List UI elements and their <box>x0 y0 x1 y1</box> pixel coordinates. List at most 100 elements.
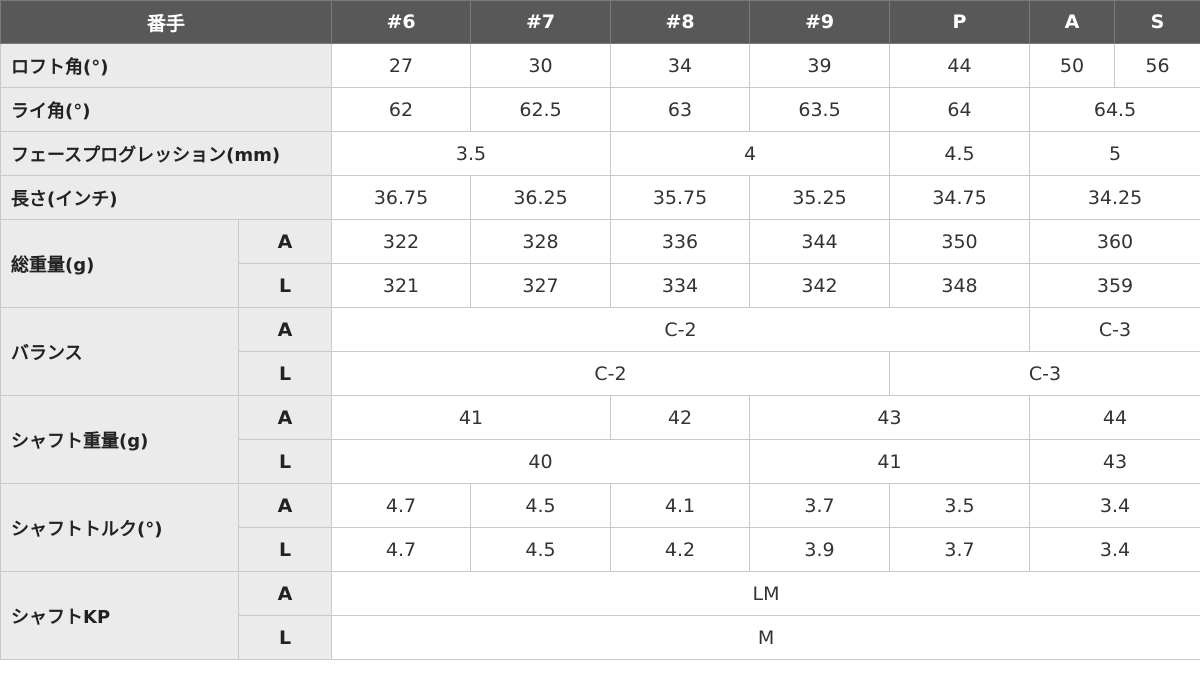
value-cell: 36.25 <box>470 175 612 220</box>
value-cell: 4.2 <box>610 527 751 572</box>
value-cell: 43 <box>1029 439 1200 484</box>
row-label: シャフトトルク(°) <box>0 483 239 572</box>
value-cell: 34 <box>610 43 751 88</box>
header-cell: A <box>1029 0 1116 44</box>
value-cell: 3.5 <box>889 483 1031 528</box>
value-cell: 4.5 <box>889 131 1031 176</box>
value-cell: M <box>331 615 1200 660</box>
value-cell: 328 <box>470 219 612 264</box>
value-cell: 42 <box>610 395 751 440</box>
spec-table: 番手 #6 #7 #8 #9 P A S ロフト角(°) 27 30 34 39 44 50 56 ライ角(°… <box>0 0 1200 660</box>
sub-label: L <box>237 615 333 660</box>
header-cell: #9 <box>749 0 891 44</box>
value-cell: 64.5 <box>1029 87 1200 132</box>
value-cell: C-2 <box>331 307 1031 352</box>
header-cell: #8 <box>610 0 751 44</box>
sub-label: A <box>237 307 333 352</box>
row-label: シャフトKP <box>0 571 239 660</box>
table-row: 長さ(インチ) 36.75 36.25 35.75 35.25 34.75 34.25 <box>0 175 1200 220</box>
row-label: バランス <box>0 307 239 396</box>
sub-label: A <box>237 219 333 264</box>
value-cell: 3.4 <box>1029 483 1200 528</box>
value-cell: 63.5 <box>749 87 891 132</box>
table-row: L C-2 C-3 <box>1 351 1200 396</box>
row-label: ロフト角(°) <box>0 43 333 88</box>
value-cell: 44 <box>1029 395 1200 440</box>
row-label: 長さ(インチ) <box>0 175 333 220</box>
value-cell: 334 <box>610 263 751 308</box>
value-cell: 359 <box>1029 263 1200 308</box>
value-cell: 344 <box>749 219 891 264</box>
value-cell: 64 <box>889 87 1031 132</box>
table-row: ロフト角(°) 27 30 34 39 44 50 56 <box>0 43 1200 88</box>
table-row: ライ角(°) 62 62.5 63 63.5 64 64.5 <box>0 87 1200 132</box>
value-cell: C-3 <box>1029 307 1200 352</box>
value-cell: 360 <box>1029 219 1200 264</box>
value-cell: 41 <box>331 395 612 440</box>
table-row: 総重量(g) A 322 328 336 344 350 360 <box>0 219 1200 308</box>
value-cell: 43 <box>749 395 1031 440</box>
table-row: シャフト重量(g) A 41 42 43 44 <box>0 395 1200 484</box>
header-cell: P <box>889 0 1031 44</box>
value-cell: 4.7 <box>331 527 472 572</box>
table-row: バランス A C-2 C-3 <box>0 307 1200 396</box>
value-cell: 35.25 <box>749 175 891 220</box>
value-cell: 44 <box>889 43 1031 88</box>
value-cell: 41 <box>749 439 1031 484</box>
value-cell: 348 <box>889 263 1031 308</box>
value-cell: 3.9 <box>749 527 891 572</box>
row-label: 総重量(g) <box>0 219 239 308</box>
sub-label: A <box>237 395 333 440</box>
value-cell: 342 <box>749 263 891 308</box>
value-cell: 336 <box>610 219 751 264</box>
value-cell: 35.75 <box>610 175 751 220</box>
value-cell: C-3 <box>889 351 1200 396</box>
table-row: フェースプログレッション(mm) 3.5 4 4.5 5 <box>0 131 1200 176</box>
value-cell: 62.5 <box>470 87 612 132</box>
value-cell: C-2 <box>331 351 891 396</box>
value-cell: 30 <box>470 43 612 88</box>
value-cell: 4.7 <box>331 483 472 528</box>
value-cell: 3.7 <box>749 483 891 528</box>
table-row: シャフトトルク(°) A 4.7 4.5 4.1 3.7 3.5 3.4 <box>0 483 1200 572</box>
value-cell: 36.75 <box>331 175 472 220</box>
value-cell: 39 <box>749 43 891 88</box>
value-cell: 3.4 <box>1029 527 1200 572</box>
value-cell: 327 <box>470 263 612 308</box>
row-label: フェースプログレッション(mm) <box>0 131 333 176</box>
value-cell: 4.1 <box>610 483 751 528</box>
sub-label: A <box>237 571 333 616</box>
sub-label: L <box>237 263 333 308</box>
table-body: ロフト角(°) 27 30 34 39 44 50 56 ライ角(°) 62 62.5 63 63.5 6… <box>0 43 1200 660</box>
value-cell: 40 <box>331 439 751 484</box>
value-cell: 62 <box>331 87 472 132</box>
table-row: L 40 41 43 <box>1 439 1200 484</box>
table-row: シャフトKP A LM <box>0 571 1200 660</box>
value-cell: 5 <box>1029 131 1200 176</box>
header-row: 番手 #6 #7 #8 #9 P A S <box>0 0 1200 44</box>
value-cell: 50 <box>1029 43 1116 88</box>
header-cell: S <box>1114 0 1200 44</box>
value-cell: 321 <box>331 263 472 308</box>
sub-label: L <box>237 439 333 484</box>
value-cell: 4.5 <box>470 527 612 572</box>
value-cell: 4 <box>610 131 891 176</box>
sub-label: L <box>237 527 333 572</box>
header-cell: 番手 <box>0 0 333 44</box>
sub-label: A <box>237 483 333 528</box>
value-cell: 4.5 <box>470 483 612 528</box>
header-cell: #7 <box>470 0 612 44</box>
value-cell: 350 <box>889 219 1031 264</box>
row-label: ライ角(°) <box>0 87 333 132</box>
value-cell: 56 <box>1114 43 1200 88</box>
value-cell: LM <box>331 571 1200 616</box>
value-cell: 322 <box>331 219 472 264</box>
value-cell: 34.25 <box>1029 175 1200 220</box>
value-cell: 27 <box>331 43 472 88</box>
sub-label: L <box>237 351 333 396</box>
value-cell: 63 <box>610 87 751 132</box>
table-row: L 4.7 4.5 4.2 3.9 3.7 3.4 <box>1 527 1200 572</box>
value-cell: 3.5 <box>331 131 612 176</box>
